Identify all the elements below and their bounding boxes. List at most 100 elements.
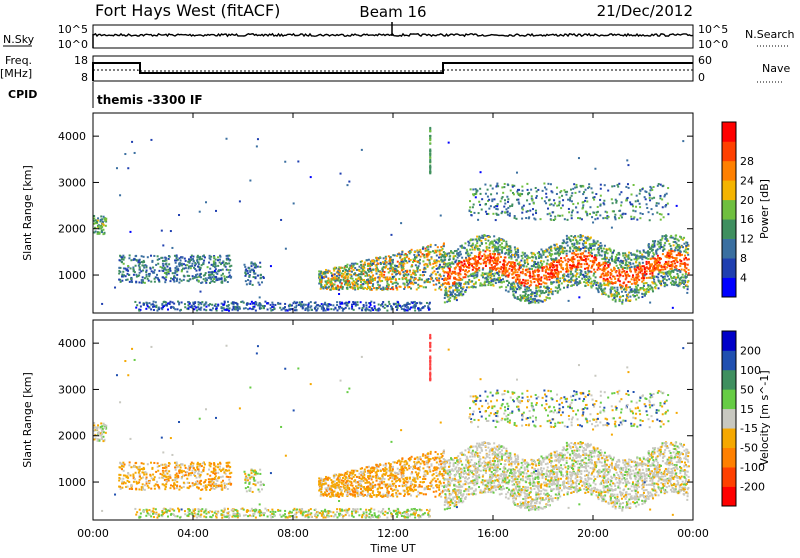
power-cell	[379, 256, 381, 258]
power-cell	[553, 276, 555, 278]
power-cell	[632, 294, 634, 296]
power-cell	[184, 258, 186, 260]
power-cell	[358, 266, 360, 268]
power-cell	[406, 284, 408, 286]
power-cell	[549, 213, 551, 215]
power-cell	[320, 284, 322, 286]
power-cell	[355, 303, 357, 305]
power-cell	[665, 261, 667, 263]
power-cell	[526, 265, 528, 267]
power-cell	[212, 276, 214, 278]
power-cell	[225, 262, 227, 264]
power-cell	[562, 274, 564, 276]
power-cell	[627, 197, 629, 199]
power-cell	[320, 271, 322, 273]
freq-panel	[93, 56, 693, 81]
power-cell	[600, 242, 602, 244]
power-cell	[683, 287, 685, 289]
power-cell	[118, 273, 120, 275]
power-cell	[429, 281, 431, 283]
power-cell	[216, 273, 218, 275]
power-cell	[531, 291, 533, 293]
power-cell	[610, 281, 612, 283]
power-cell	[461, 262, 463, 264]
power-cell	[465, 258, 467, 260]
power-cell	[641, 258, 643, 260]
power-cell	[372, 309, 374, 311]
power-cell	[683, 258, 685, 260]
power-cell	[362, 264, 364, 266]
power-cell	[599, 276, 601, 278]
power-cell	[98, 232, 100, 234]
power-cell	[597, 211, 599, 213]
power-cell	[136, 260, 138, 262]
power-cell	[311, 309, 313, 311]
power-cell	[325, 280, 327, 282]
power-cell	[441, 249, 443, 251]
power-cell	[622, 285, 624, 287]
power-cell	[508, 274, 510, 276]
power-cell	[409, 279, 411, 281]
power-cell	[453, 277, 455, 279]
power-cell	[545, 256, 547, 258]
power-cell	[570, 235, 572, 237]
power-cell	[634, 266, 636, 268]
power-cell	[221, 310, 223, 312]
power-cell	[527, 210, 529, 212]
power-cell	[589, 206, 591, 208]
power-cell	[645, 198, 647, 200]
power-cell	[525, 269, 527, 271]
power-cell	[591, 265, 593, 267]
power-cell	[389, 259, 391, 261]
power-cell	[446, 253, 448, 255]
power-cell	[385, 266, 387, 268]
power-cell	[636, 250, 638, 252]
power-cell	[351, 263, 353, 265]
power-cell	[471, 273, 473, 275]
power-cell	[464, 270, 466, 272]
power-cell	[621, 216, 623, 218]
power-cell	[229, 259, 231, 261]
power-cell	[479, 245, 481, 247]
power-cell	[381, 275, 383, 277]
power-cell	[670, 245, 672, 247]
power-cell	[597, 206, 599, 208]
power-cell	[390, 266, 392, 268]
power-cell	[583, 256, 585, 258]
power-cell	[443, 245, 445, 247]
power-cell	[436, 277, 438, 279]
power-cell	[553, 273, 555, 275]
power-cell	[652, 274, 654, 276]
power-cell	[395, 279, 397, 281]
power-cell	[685, 273, 687, 275]
power-cell	[658, 183, 660, 185]
power-cell	[504, 199, 506, 201]
power-cell	[354, 287, 356, 289]
power-cell	[412, 283, 414, 285]
power-cell	[247, 272, 249, 274]
power-cell	[642, 213, 644, 215]
power-cell	[274, 304, 276, 306]
power-cell	[185, 267, 187, 269]
power-cell	[531, 199, 533, 201]
power-cell	[344, 271, 346, 273]
power-cell	[476, 242, 478, 244]
power-cell	[458, 260, 460, 262]
power-cell	[264, 301, 266, 303]
power-cell	[414, 310, 416, 312]
power-cell	[670, 264, 672, 266]
power-cell	[118, 279, 120, 281]
power-cell	[396, 289, 398, 291]
power-cell	[153, 255, 155, 257]
power-cell	[654, 240, 656, 242]
power-cell	[619, 210, 621, 212]
power-cell	[465, 252, 467, 254]
power-cell	[495, 282, 497, 284]
power-cell	[488, 274, 490, 276]
nsearch-tick-bottom: 10^0	[698, 38, 728, 51]
power-cell	[643, 283, 645, 285]
power-cell	[587, 270, 589, 272]
power-cell	[579, 282, 581, 284]
power-cell	[209, 271, 211, 273]
power-cell	[572, 188, 574, 190]
